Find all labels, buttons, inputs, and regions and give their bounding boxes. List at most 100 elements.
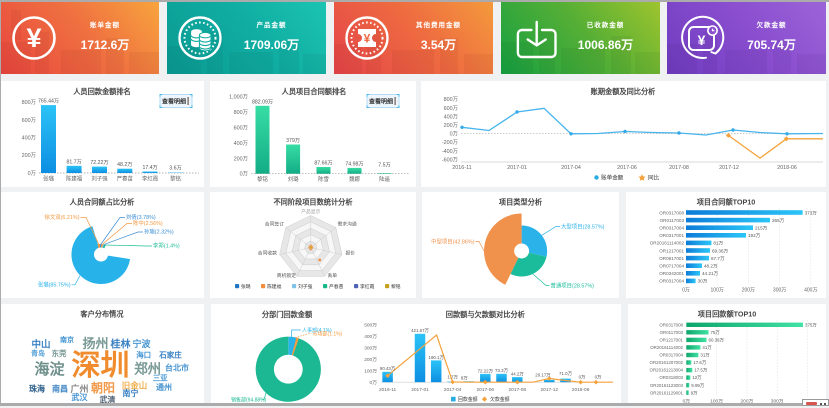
- svg-text:2016-11: 2016-11: [452, 165, 471, 171]
- svg-text:陈建福: 陈建福: [267, 283, 282, 290]
- svg-text:账单金额: 账单金额: [601, 174, 624, 182]
- svg-text:武汉: 武汉: [72, 392, 89, 402]
- svg-text:2018-06: 2018-06: [777, 165, 797, 171]
- svg-text:人员回款金额排名: 人员回款金额排名: [73, 87, 131, 96]
- svg-text:400万: 400万: [22, 135, 37, 142]
- svg-text:8万: 8万: [461, 376, 468, 382]
- svg-text:2017-12: 2017-12: [540, 387, 558, 393]
- svg-text:75万: 75万: [711, 330, 721, 336]
- svg-text:500万: 500万: [364, 323, 377, 329]
- svg-text:2017-01: 2017-01: [411, 387, 429, 393]
- svg-text:OR20161123003: OR20161123003: [650, 383, 684, 388]
- svg-text:中型项目(42.86%): 中型项目(42.86%): [431, 237, 475, 245]
- svg-text:200万: 200万: [364, 357, 377, 363]
- svg-text:张璐(85.75%): 张璐(85.75%): [38, 280, 71, 288]
- svg-text:报价: 报价: [346, 250, 356, 257]
- svg-text:南宁: 南宁: [123, 388, 139, 398]
- svg-text:深圳: 深圳: [71, 349, 129, 382]
- svg-text:陈雪: 陈雪: [318, 175, 329, 183]
- svg-text:武清: 武清: [100, 395, 116, 404]
- svg-text:不同阶段项目数统计分析: 不同阶段项目数统计分析: [273, 198, 353, 207]
- svg-text:李红霞: 李红霞: [142, 175, 159, 183]
- svg-text:陈建福: 陈建福: [66, 175, 83, 183]
- svg-text:项目合同额TOP10: 项目合同额TOP10: [697, 198, 756, 207]
- svg-text:2017-08: 2017-08: [669, 165, 689, 171]
- svg-text:东莞: 东莞: [52, 348, 67, 358]
- svg-text:人员项目合同额排名: 人员项目合同额排名: [282, 87, 347, 96]
- svg-text:379万: 379万: [286, 137, 300, 144]
- svg-text:销售部(94.88%): 销售部(94.88%): [231, 396, 267, 403]
- svg-text:刘璐: 刘璐: [288, 175, 299, 183]
- svg-text:账期金额及同比分析: 账期金额及同比分析: [591, 87, 657, 96]
- svg-text:17.4万: 17.4万: [142, 164, 157, 171]
- svg-text:普通项目(28.57%): 普通项目(28.57%): [551, 281, 595, 289]
- svg-text:OR0317004: OR0317004: [659, 226, 684, 231]
- svg-text:73.3万: 73.3万: [495, 368, 509, 374]
- svg-text:同比: 同比: [648, 174, 660, 182]
- svg-text:2017-06: 2017-06: [476, 387, 494, 393]
- svg-text:通州: 通州: [156, 382, 172, 392]
- svg-text:0万: 0万: [240, 171, 249, 178]
- svg-text:朝阳: 朝阳: [91, 380, 115, 395]
- svg-text:-600万: -600万: [442, 156, 459, 163]
- svg-text:1,000万: 1,000万: [229, 94, 248, 101]
- svg-text:黎铭: 黎铭: [391, 283, 401, 290]
- svg-text:48.2万: 48.2万: [704, 264, 718, 270]
- svg-text:陆遥: 陆遥: [379, 175, 390, 183]
- svg-text:严春苗: 严春苗: [117, 175, 134, 183]
- svg-text:OR0117003: OR0117003: [660, 218, 685, 223]
- svg-text:OR1217001: OR1217001: [659, 248, 684, 253]
- svg-text:400万: 400万: [804, 288, 817, 294]
- svg-text:宁波: 宁波: [132, 338, 151, 349]
- svg-text:0万: 0万: [370, 380, 378, 386]
- svg-text:87.66万: 87.66万: [314, 160, 332, 167]
- svg-text:张璐: 张璐: [43, 175, 54, 183]
- svg-text:OR0317008: OR0317008: [659, 210, 684, 215]
- svg-text:72.22万: 72.22万: [90, 159, 108, 166]
- svg-text:OR0342001: OR0342001: [659, 271, 684, 276]
- svg-text:刘子强: 刘子强: [298, 283, 313, 290]
- svg-text:1.7万: 1.7万: [447, 374, 458, 380]
- svg-text:81.7万: 81.7万: [66, 158, 81, 165]
- svg-text:190.1万: 190.1万: [429, 355, 445, 361]
- svg-text:800万: 800万: [22, 99, 37, 106]
- svg-text:-200万: -200万: [442, 139, 459, 146]
- svg-text:项目类型分析: 项目类型分析: [499, 198, 543, 207]
- svg-text:徐文双(6.21%): 徐文双(6.21%): [44, 213, 79, 221]
- svg-text:刘子强: 刘子强: [91, 175, 108, 183]
- svg-text:OR20161207002: OR20161207002: [650, 360, 684, 365]
- svg-text:中山: 中山: [31, 339, 50, 351]
- svg-text:265万: 265万: [772, 218, 785, 224]
- svg-text:2018-06: 2018-06: [572, 387, 590, 393]
- svg-text:400万: 400万: [364, 334, 377, 340]
- svg-text:黎铭: 黎铭: [170, 175, 181, 183]
- svg-text:严春苗: 严春苗: [329, 283, 344, 290]
- svg-text:查看明细: 查看明细: [368, 98, 393, 106]
- svg-text:300万: 300万: [364, 346, 377, 352]
- svg-text:张璐: 张璐: [241, 283, 251, 290]
- svg-text:30万: 30万: [698, 279, 708, 285]
- svg-text:陈中(2.56%): 陈中(2.56%): [133, 219, 163, 227]
- svg-text:OR20161213004: OR20161213004: [650, 368, 684, 373]
- svg-text:2017-01: 2017-01: [507, 165, 527, 171]
- svg-text:桂林: 桂林: [110, 338, 132, 351]
- svg-text:商机锁定: 商机锁定: [277, 272, 296, 279]
- svg-text:0万: 0万: [595, 374, 602, 380]
- svg-text:-400万: -400万: [442, 148, 459, 155]
- svg-text:丢单: 丢单: [328, 272, 338, 279]
- svg-text:海淀: 海淀: [34, 360, 65, 378]
- svg-text:44.2万: 44.2万: [511, 372, 525, 378]
- svg-text:珠海: 珠海: [29, 384, 45, 394]
- svg-text:2016-11: 2016-11: [379, 387, 397, 393]
- svg-text:刘倩(3.78%): 刘倩(3.78%): [126, 213, 156, 221]
- svg-text:OR0318003: OR0318003: [659, 375, 683, 380]
- svg-text:产品显示: 产品显示: [301, 208, 320, 215]
- svg-text:李郑(1.4%): 李郑(1.4%): [153, 242, 180, 250]
- svg-text:69.36万: 69.36万: [712, 248, 728, 254]
- svg-text:回款额与欠款额对比分析: 回款额与欠款额对比分析: [446, 310, 526, 319]
- svg-text:12万: 12万: [692, 375, 702, 381]
- svg-text:400万: 400万: [234, 140, 249, 147]
- svg-text:台北市: 台北市: [165, 363, 189, 373]
- svg-text:OR0317008: OR0317008: [659, 322, 683, 327]
- svg-text:扬州: 扬州: [82, 336, 108, 351]
